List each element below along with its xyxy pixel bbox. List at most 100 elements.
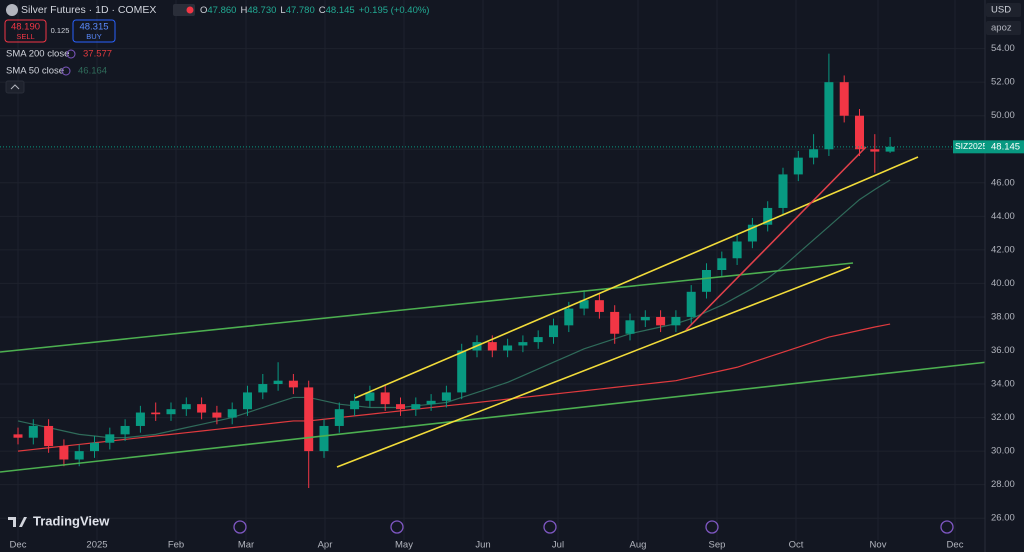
- event-marker[interactable]: [233, 520, 247, 534]
- settings-icon[interactable]: [66, 49, 76, 59]
- candle-body: [396, 404, 405, 410]
- x-tick-label: Nov: [870, 540, 887, 551]
- candle-body: [549, 325, 558, 338]
- candle-body: [304, 387, 314, 452]
- x-tick-label: Oct: [789, 540, 804, 551]
- candle-body: [625, 320, 635, 334]
- ticker-tag-box: [953, 140, 985, 154]
- candle-body: [197, 404, 207, 413]
- x-tick-label: Feb: [168, 540, 184, 551]
- ohlc-value: 48.730: [247, 5, 276, 16]
- event-marker[interactable]: [705, 520, 719, 534]
- scale-button[interactable]: [986, 21, 1021, 35]
- trend-line[interactable]: [0, 262, 854, 353]
- candle-body: [90, 442, 99, 452]
- candle-body: [518, 342, 528, 346]
- symbol-title[interactable]: Silver Futures · 1D · COMEX: [21, 4, 156, 16]
- flag-dot: [186, 6, 194, 14]
- candle-body: [411, 404, 421, 410]
- candle-body: [273, 380, 283, 385]
- candle-body: [793, 157, 803, 175]
- symbol-icon: [6, 4, 18, 16]
- x-tick-label: 2025: [86, 540, 107, 551]
- settings-icon[interactable]: [61, 66, 71, 76]
- sma-line: [17, 179, 891, 439]
- x-tick-label: Jun: [475, 540, 490, 551]
- legend-name[interactable]: SMA 200 close: [6, 49, 69, 60]
- drawings: [0, 146, 989, 473]
- ohlc-key: C: [319, 5, 326, 16]
- candle-body: [885, 146, 895, 152]
- x-tick-label: Apr: [318, 540, 333, 551]
- x-tick-label: Jul: [552, 540, 564, 551]
- candle-body: [732, 241, 742, 259]
- sell-button[interactable]: [4, 19, 47, 43]
- candle-body: [212, 412, 222, 418]
- x-tick-label: May: [395, 540, 413, 551]
- ohlc-key: O: [200, 5, 207, 16]
- chevron: [10, 84, 20, 90]
- candle-body: [717, 258, 727, 270]
- candle-body: [686, 291, 696, 317]
- y-tick-label: 38.00: [991, 311, 1015, 322]
- last-price: 48.145: [991, 141, 1020, 152]
- candle-body: [135, 412, 145, 426]
- logo: TradingView: [8, 513, 110, 528]
- spread: 0.125: [51, 26, 70, 35]
- y-tick-label: 50.00: [991, 110, 1015, 121]
- currency-button[interactable]: [986, 3, 1021, 17]
- trend-line[interactable]: [354, 156, 919, 399]
- brand: TradingView: [33, 513, 110, 528]
- ohlc-value: 48.145: [326, 5, 355, 16]
- x-tick-label: Aug: [630, 540, 647, 551]
- candle-body: [763, 207, 773, 225]
- buy-button[interactable]: [72, 19, 116, 43]
- event-marker[interactable]: [390, 520, 404, 534]
- candle-body: [44, 425, 54, 447]
- collapse-button[interactable]: [5, 80, 25, 94]
- x-tick-label: Dec: [10, 540, 27, 551]
- candle-body: [702, 270, 711, 292]
- candle-body: [181, 404, 191, 410]
- ohlc-key: L: [280, 5, 285, 16]
- candle-body: [747, 224, 757, 242]
- currency[interactable]: USD: [991, 5, 1011, 16]
- buy-price[interactable]: 48.315: [79, 22, 108, 33]
- candle-body: [105, 434, 115, 443]
- y-tick-label: 28.00: [991, 479, 1015, 490]
- y-tick-label: 32.00: [991, 412, 1015, 423]
- candle-body: [487, 342, 497, 351]
- candle-body: [640, 316, 650, 321]
- ticker-tag: SIZ2025: [955, 141, 987, 151]
- y-tick-label: 42.00: [991, 244, 1015, 255]
- logo-mark: [8, 517, 27, 527]
- event-marker[interactable]: [940, 520, 954, 534]
- candle-body: [809, 149, 819, 158]
- legend-name[interactable]: SMA 50 close: [6, 66, 64, 77]
- candle-body: [258, 384, 268, 393]
- x-tick-label: Mar: [238, 540, 254, 551]
- candle-body: [227, 409, 237, 418]
- candle-body: [380, 392, 390, 405]
- buy-label[interactable]: BUY: [86, 32, 101, 41]
- sell-price[interactable]: 48.190: [11, 22, 40, 33]
- candle-body: [579, 300, 589, 309]
- y-tick-label: 26.00: [991, 513, 1015, 524]
- candle-body: [288, 380, 298, 388]
- candle-body: [74, 451, 84, 460]
- trend-line[interactable]: [336, 266, 851, 468]
- y-tick-label: 52.00: [991, 77, 1015, 88]
- scale-mode[interactable]: apoz: [991, 23, 1012, 34]
- grid: [0, 0, 985, 540]
- candle-body: [533, 337, 543, 343]
- candle-body: [778, 174, 788, 208]
- last-price-box: [985, 140, 1024, 154]
- candle-body: [457, 350, 467, 393]
- sell-label[interactable]: SELL: [16, 32, 34, 41]
- trend-line[interactable]: [685, 146, 867, 331]
- trend-line[interactable]: [0, 361, 989, 473]
- event-marker[interactable]: [543, 520, 557, 534]
